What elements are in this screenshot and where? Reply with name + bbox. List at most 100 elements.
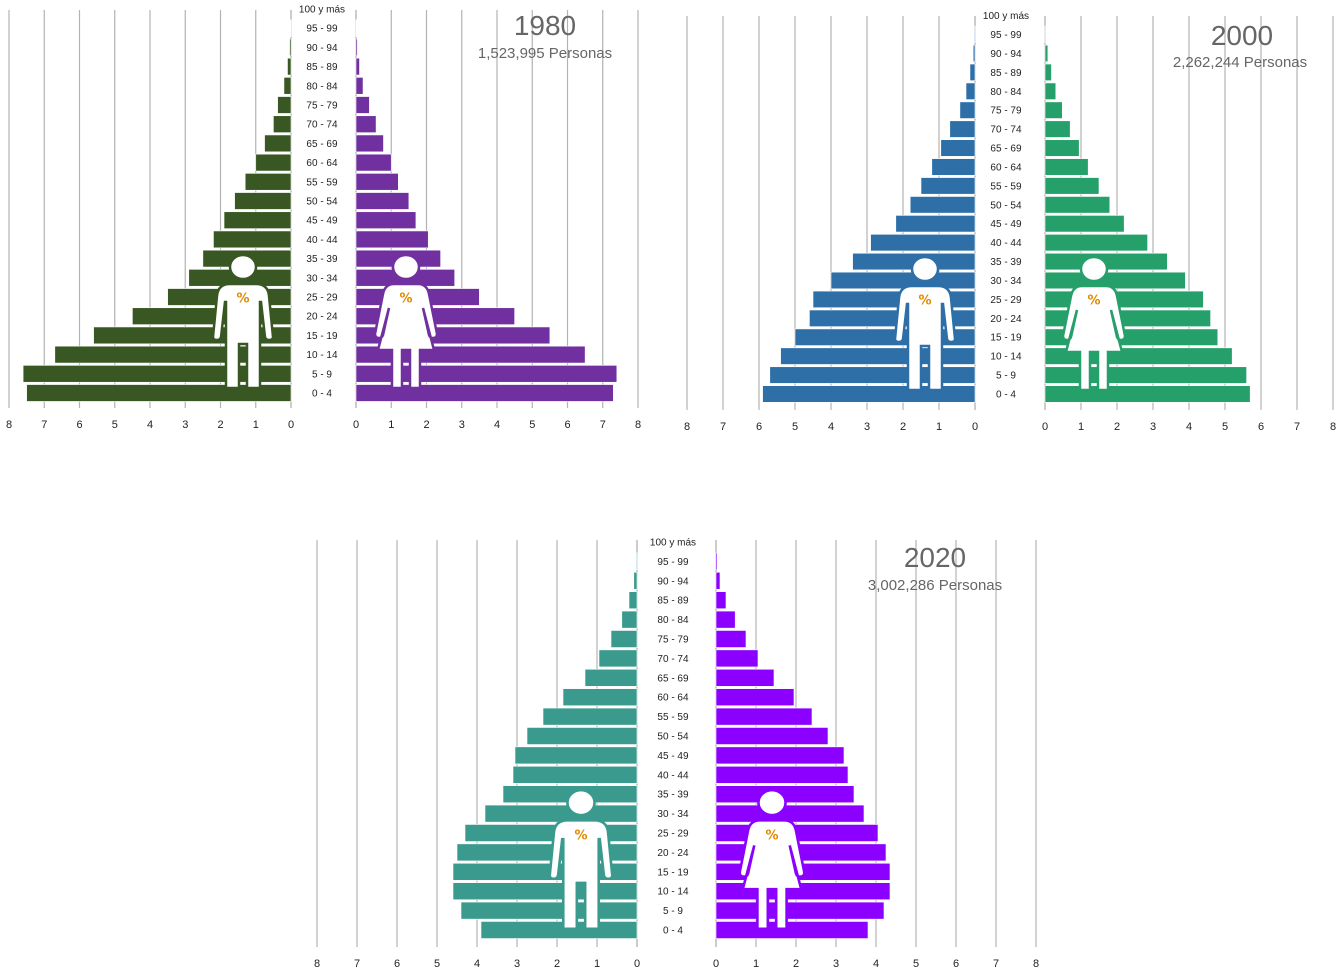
age-group-label: 70 - 74 <box>657 654 689 665</box>
tick-label-right: 3 <box>1150 421 1156 433</box>
year-label: 2020 <box>904 542 966 573</box>
age-group-label: 15 - 19 <box>306 331 338 342</box>
tick-label-right: 6 <box>564 419 570 431</box>
age-group-label: 20 - 24 <box>306 312 338 323</box>
bar-male <box>973 25 976 44</box>
bar-female <box>715 804 865 823</box>
bar-female <box>715 610 736 629</box>
tick-label-left: 4 <box>474 958 480 970</box>
bar-male <box>512 765 638 784</box>
bar-male <box>255 153 292 172</box>
tick-label-left: 2 <box>217 419 223 431</box>
age-group-label: 10 - 14 <box>990 352 1022 363</box>
percent-icon: % <box>1087 293 1100 308</box>
bar-female <box>1044 177 1100 195</box>
age-group-label: 90 - 94 <box>990 49 1022 60</box>
tick-label-right: 7 <box>993 958 999 970</box>
age-group-label: 55 - 59 <box>990 181 1022 192</box>
bar-female <box>355 153 392 172</box>
bar-female <box>1044 82 1057 100</box>
tick-label-right: 4 <box>873 958 879 970</box>
tick-label-left: 8 <box>314 958 320 970</box>
tick-label-right: 2 <box>793 958 799 970</box>
age-group-label: 75 - 79 <box>306 101 338 112</box>
age-group-label: 95 - 99 <box>990 30 1022 41</box>
bar-male <box>972 44 976 63</box>
age-group-label: 85 - 89 <box>657 596 689 607</box>
tick-label-right: 0 <box>713 958 719 970</box>
age-group-label: 20 - 24 <box>657 848 689 859</box>
percent-icon: % <box>399 291 412 306</box>
bar-female <box>1044 196 1111 214</box>
tick-label-right: 5 <box>913 958 919 970</box>
bar-female <box>355 77 364 95</box>
tick-label-right: 7 <box>600 419 606 431</box>
bar-male <box>780 347 976 365</box>
bar-female <box>1044 385 1251 403</box>
age-group-label: 50 - 54 <box>657 732 689 743</box>
bar-female <box>715 649 759 668</box>
tick-label-right: 1 <box>1078 421 1084 433</box>
age-group-label: 85 - 89 <box>306 62 338 73</box>
bar-male <box>931 158 976 176</box>
bar-female <box>355 173 399 191</box>
age-group-label: 25 - 29 <box>990 295 1022 306</box>
tick-label-left: 2 <box>900 421 906 433</box>
bar-female <box>1044 139 1080 157</box>
age-group-label: 70 - 74 <box>306 120 338 131</box>
bar-female <box>1044 366 1247 384</box>
bar-female <box>715 591 727 610</box>
tick-label-left: 8 <box>6 419 12 431</box>
bar-male <box>283 77 292 95</box>
age-group-label: 60 - 64 <box>657 693 689 704</box>
bar-male <box>273 115 292 133</box>
tick-label-right: 7 <box>1294 421 1300 433</box>
bar-female <box>355 134 384 153</box>
tick-label-left: 5 <box>112 419 118 431</box>
tick-label-left: 0 <box>288 419 294 431</box>
age-group-label: 35 - 39 <box>657 790 689 801</box>
age-group-label: 5 - 9 <box>312 369 332 380</box>
year-label: 2000 <box>1211 20 1273 51</box>
bar-female <box>1044 234 1148 252</box>
bar-male <box>584 668 638 687</box>
percent-icon: % <box>765 829 778 844</box>
age-group-label: 90 - 94 <box>657 576 689 587</box>
bar-male <box>277 96 292 114</box>
bar-female <box>355 211 417 229</box>
age-group-label: 65 - 69 <box>306 139 338 150</box>
age-group-label: 80 - 84 <box>657 615 689 626</box>
tick-label-left: 3 <box>864 421 870 433</box>
age-group-label: 60 - 64 <box>306 158 338 169</box>
percent-icon: % <box>574 829 587 844</box>
tick-label-right: 2 <box>1114 421 1120 433</box>
age-group-label: 50 - 54 <box>306 197 338 208</box>
tick-label-right: 0 <box>353 419 359 431</box>
tick-label-right: 8 <box>635 419 641 431</box>
age-group-label: 65 - 69 <box>990 144 1022 155</box>
age-group-label: 55 - 59 <box>306 177 338 188</box>
bar-male <box>93 326 292 345</box>
tick-label-right: 4 <box>494 419 500 431</box>
bar-male <box>940 139 976 157</box>
bar-male <box>264 134 292 153</box>
tick-label-left: 1 <box>594 958 600 970</box>
tick-label-left: 5 <box>434 958 440 970</box>
tick-label-left: 7 <box>354 958 360 970</box>
tick-label-left: 7 <box>41 419 47 431</box>
tick-label-left: 3 <box>514 958 520 970</box>
tick-label-right: 5 <box>529 419 535 431</box>
bar-male <box>460 901 638 920</box>
age-group-label: 100 y más <box>650 538 696 549</box>
bar-female <box>715 552 718 571</box>
age-group-label: 75 - 79 <box>990 106 1022 117</box>
bar-female <box>1044 25 1047 44</box>
bar-male <box>480 921 638 939</box>
tick-label-left: 1 <box>253 419 259 431</box>
age-group-label: 25 - 29 <box>657 829 689 840</box>
bar-female <box>1044 215 1125 233</box>
bar-male <box>22 365 292 383</box>
